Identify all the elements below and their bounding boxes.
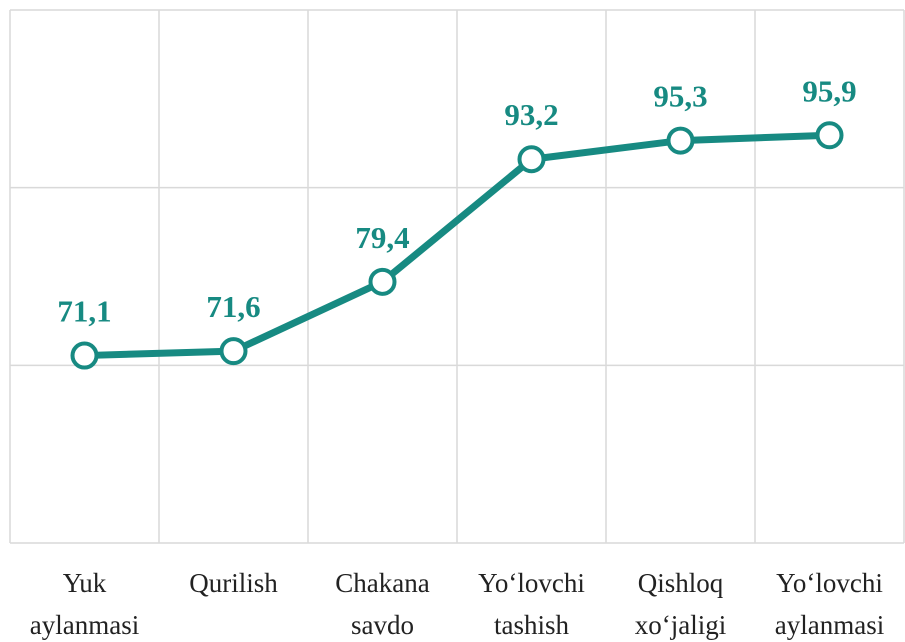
x-tick-label: Yuk aylanmasi — [30, 568, 139, 640]
series-line — [84, 131, 830, 360]
x-tick-label: Yo‘lovchi aylanmasi — [775, 568, 884, 640]
x-tick-label: Qurilish — [189, 568, 278, 598]
point-marker — [517, 145, 546, 174]
point-marker — [219, 337, 248, 366]
point-marker — [70, 341, 99, 370]
data-label: 71,6 — [206, 289, 260, 324]
x-tick-label: Yo‘lovchi tashish — [478, 568, 585, 640]
point-marker — [815, 121, 844, 150]
data-label: 95,9 — [802, 73, 856, 108]
point-marker — [666, 126, 695, 155]
x-tick-label: Chakana savdo — [335, 568, 429, 640]
data-label: 93,2 — [504, 97, 558, 132]
point-marker — [368, 267, 397, 296]
data-label: 95,3 — [653, 79, 707, 114]
x-tick-label: Qishloq xo‘jaligi — [635, 568, 726, 640]
data-label: 71,1 — [57, 294, 111, 329]
data-label: 79,4 — [355, 220, 409, 255]
